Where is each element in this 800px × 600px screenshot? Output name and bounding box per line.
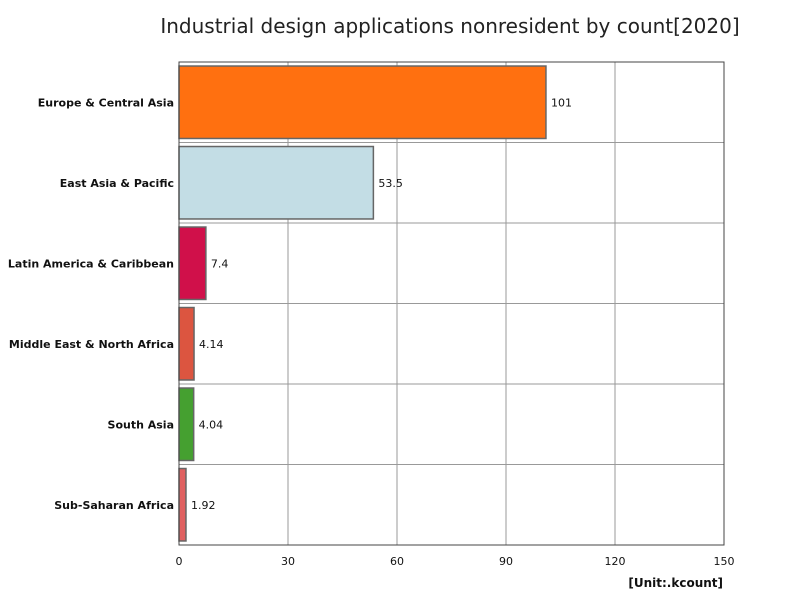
bar [178, 467, 187, 542]
category-label: East Asia & Pacific [60, 177, 174, 190]
category-label: Middle East & North Africa [9, 338, 174, 351]
x-tick-label: 150 [714, 555, 735, 568]
category-label: Latin America & Caribbean [8, 257, 174, 270]
value-label: 7.4 [211, 257, 229, 270]
value-label: 4.04 [199, 418, 224, 431]
plot-frame [178, 61, 725, 546]
value-label: 101 [551, 96, 572, 109]
x-tick-label: 90 [499, 555, 513, 568]
grid [178, 62, 725, 545]
category-label: Europe & Central Asia [38, 96, 174, 109]
bar [178, 226, 207, 301]
value-label: 1.92 [191, 499, 216, 512]
x-tick-label: 30 [281, 555, 295, 568]
bars [178, 65, 547, 542]
bar [178, 65, 547, 140]
unit-label: [Unit:.kcount] [628, 576, 723, 590]
bar [178, 145, 375, 220]
value-label: 53.5 [378, 177, 403, 190]
x-tick-label: 0 [176, 555, 183, 568]
labels: 0 30 60 90 120 150 Europe & Central Asia 101 Eas… [8, 96, 735, 568]
category-label: South Asia [108, 418, 174, 431]
value-label: 4.14 [199, 338, 224, 351]
category-label: Sub-Saharan Africa [54, 499, 174, 512]
bar [178, 306, 195, 381]
bar [178, 387, 195, 462]
chart-title: Industrial design applications nonreside… [160, 14, 740, 38]
x-tick-label: 120 [605, 555, 626, 568]
x-tick-label: 60 [390, 555, 404, 568]
